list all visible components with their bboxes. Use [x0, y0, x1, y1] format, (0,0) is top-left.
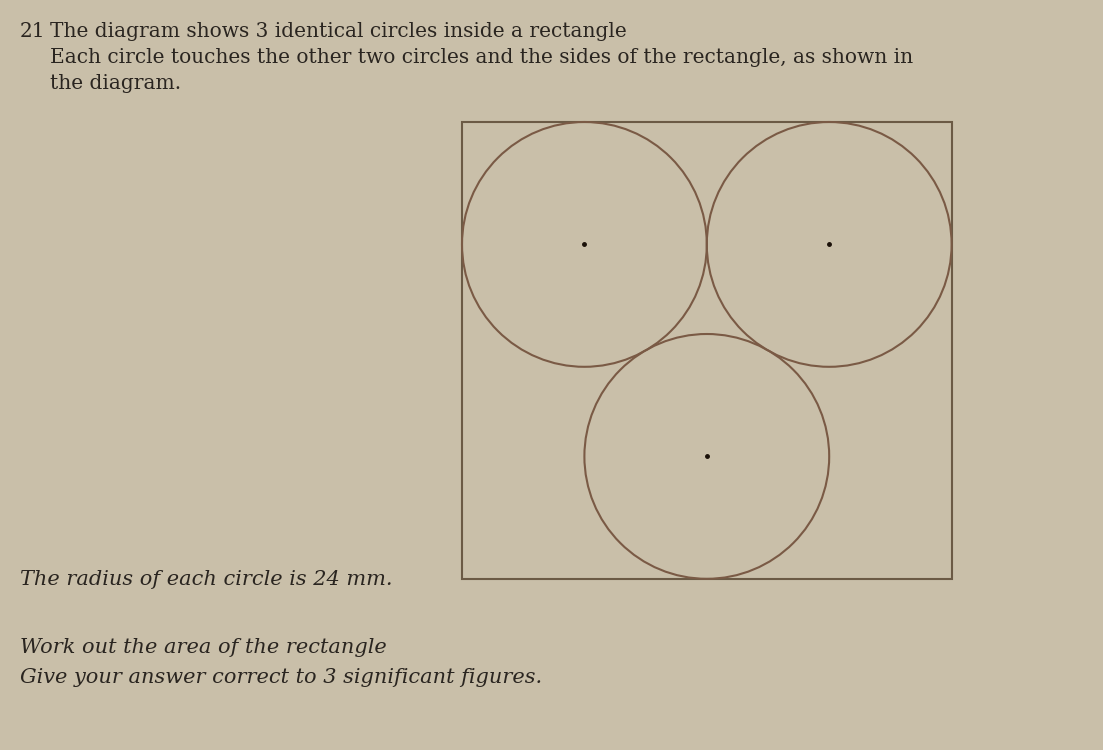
Text: Give your answer correct to 3 significant figures.: Give your answer correct to 3 significan… [20, 668, 543, 687]
Text: The diagram shows 3 identical circles inside a rectangle: The diagram shows 3 identical circles in… [50, 22, 627, 41]
Text: 21: 21 [20, 22, 45, 41]
Bar [462, 122, 952, 579]
Text: The radius of each circle is 24 mm.: The radius of each circle is 24 mm. [20, 570, 393, 589]
Text: Each circle touches the other two circles and the sides of the rectangle, as sho: Each circle touches the other two circle… [50, 48, 913, 67]
Text: the diagram.: the diagram. [50, 74, 181, 93]
Text: Work out the area of the rectangle: Work out the area of the rectangle [20, 638, 387, 657]
